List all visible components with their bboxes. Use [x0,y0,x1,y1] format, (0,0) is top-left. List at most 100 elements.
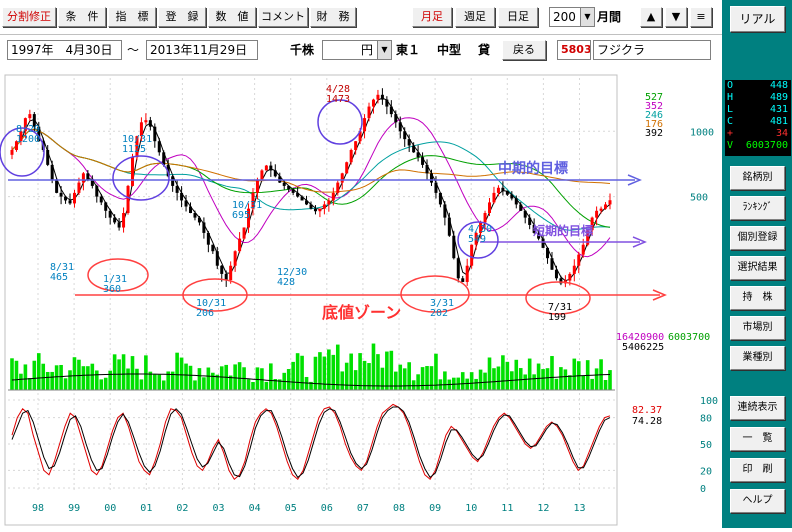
volume-bar [202,377,206,390]
candle-body [130,157,134,186]
volume-bar [170,371,175,390]
candle-body [206,232,210,245]
moving-average-line [11,117,611,258]
by-industry-button[interactable]: 業種別 [730,346,785,370]
count-unit-label: 月間 [597,10,622,24]
volume-bar [269,363,273,390]
stock-code-field[interactable]: 5803 [557,40,591,60]
down-arrow-icon[interactable]: ▼ [665,7,687,27]
volume-bar [86,366,90,390]
candle-body [528,217,532,225]
candle-body [193,213,197,218]
x-tick-label: 06 [321,503,333,514]
by-market-button[interactable]: 市場別 [730,316,785,340]
help-button[interactable]: ヘルプ [730,489,785,513]
volume-bar [385,351,389,390]
financial-button[interactable]: 財 務 [310,7,356,27]
comment-button[interactable]: コメント [258,7,308,27]
annotation-date: 10/31 [196,298,226,309]
info-bar: 1997年 4月30日 ～ 2013年11月29日 千株 円 ▼ 東１ 中型 貸… [0,35,722,65]
condition-button[interactable]: 条 件 [58,7,106,27]
volume-bar [260,368,264,390]
annotation-value: 206 [196,308,214,319]
candle-body [28,114,32,119]
candle-body [108,210,112,218]
volume-bar [581,375,586,390]
monthly-button[interactable]: 月足 [412,7,452,27]
moving-average-line [11,128,611,228]
candle-body [586,230,590,245]
stock-name-field[interactable]: フジクラ [593,40,711,60]
volume-bar [233,364,237,390]
list-button[interactable]: 一 覧 [730,427,785,451]
candle-body [394,114,398,123]
mid-term-target-label: 中期的目標 [498,160,568,177]
selection-result-button[interactable]: 選択結果 [730,256,785,280]
volume-bar [179,357,184,390]
menu-icon[interactable]: ≡ [690,7,712,27]
by-stock-button[interactable]: 銘柄別 [730,166,785,190]
stoch-axis-label: 100 [700,396,718,407]
daily-button[interactable]: 日足 [498,7,538,27]
volume-bar [420,367,425,390]
continuous-display-button[interactable]: 連続表示 [730,396,785,420]
candle-body [537,232,541,239]
back-button[interactable]: 戻る [502,40,546,60]
x-tick-label: 05 [285,503,297,514]
candle-body [113,217,117,223]
volume-bar [389,350,394,390]
ranking-button[interactable]: ﾗﾝｷﾝｸﾞ [730,196,785,220]
ma-legend-value: 176 [645,119,663,130]
individual-register-button[interactable]: 個別登録 [730,226,785,250]
end-date-field[interactable]: 2013年11月29日 [146,40,258,60]
highlight-ellipse [87,258,149,292]
candle-body [211,244,215,252]
stoch-d-value: 74.28 [632,416,662,427]
annotation-value: 199 [548,312,566,323]
indicator-button[interactable]: 指 標 [108,7,156,27]
holdings-button[interactable]: 持 株 [730,286,785,310]
candle-body [135,136,139,158]
volume-bar [300,355,304,390]
price-axis-label: 1000 [690,127,714,138]
candle-body [349,149,353,163]
quote-panel: O 448 H 489 L 431 C 481 +34 V 6003700 [725,80,791,156]
volume-bar [349,353,353,390]
up-arrow-icon[interactable]: ▲ [640,7,662,27]
candle-body [581,244,585,255]
annotation-value: 428 [277,277,295,288]
volume-bar [358,353,362,390]
stoch-k-line [11,403,611,480]
candle-body [37,126,41,142]
volume-bar [518,368,523,390]
volume-bar [68,370,72,390]
print-button[interactable]: 印 刷 [730,458,785,482]
volume-bar [501,355,505,390]
x-tick-label: 11 [501,503,513,514]
tilde-label: ～ [127,43,140,57]
candle-body [590,217,594,231]
split-correction-button[interactable]: 分割修正 [2,7,56,27]
currency-select[interactable]: 円 ▼ [322,40,392,60]
start-date-field[interactable]: 1997年 4月30日 [7,40,122,60]
values-button[interactable]: 数 値 [208,7,256,27]
annotation-value: 360 [103,284,121,295]
candle-body [264,165,268,171]
x-tick-label: 03 [213,503,225,514]
count-select[interactable]: 200 ▼ [549,7,595,27]
volume-bar [318,352,322,390]
candle-body [50,164,54,180]
volume-bar [19,373,23,390]
chevron-down-icon: ▼ [580,8,594,26]
realtime-button[interactable]: リアル [730,6,785,32]
stoch-axis-label: 50 [700,440,712,451]
volume-bar [72,357,77,390]
size-label: 中型 [437,43,462,57]
register-button[interactable]: 登 録 [158,7,206,27]
candle-body [148,120,152,127]
weekly-button[interactable]: 週足 [455,7,495,27]
volume-bar [103,377,108,390]
highlight-ellipse [457,221,499,259]
volume-bar [77,359,81,390]
volume-bar [166,371,170,390]
